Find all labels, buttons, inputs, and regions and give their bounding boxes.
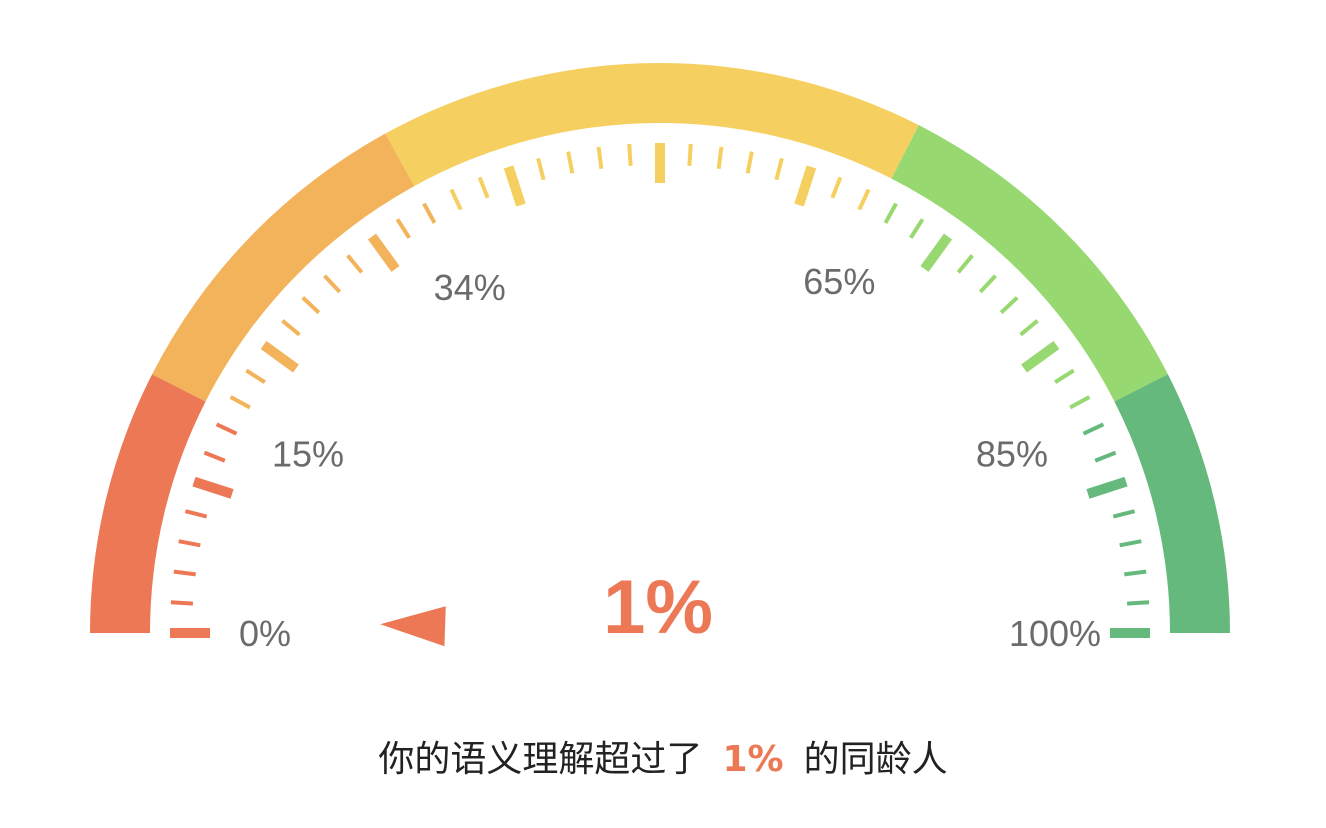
gauge-minor-tick: [956, 254, 974, 274]
gauge-minor-tick: [215, 422, 238, 436]
gauge-band-3: [891, 125, 1168, 402]
gauge-minor-tick: [1054, 368, 1075, 384]
gauge-band-2: [385, 63, 919, 187]
gauge-minor-tick: [1082, 422, 1105, 436]
gauge-ticks: [170, 143, 1150, 638]
gauge-minor-tick: [566, 151, 575, 174]
gauge-minor-tick: [883, 202, 898, 224]
gauge-band-1: [152, 133, 415, 402]
gauge-minor-tick: [301, 296, 321, 315]
caption-suffix: 的同龄人: [803, 739, 948, 780]
gauge-minor-tick: [395, 218, 411, 239]
gauge-minor-tick: [999, 296, 1019, 315]
gauge-major-tick: [794, 165, 817, 207]
gauge-tick-label: 0%: [239, 613, 291, 654]
gauge-major-tick: [260, 340, 299, 373]
gauge-minor-tick: [281, 319, 301, 337]
gauge-minor-tick: [346, 254, 364, 274]
gauge-minor-tick: [909, 218, 925, 239]
gauge-minor-tick: [687, 143, 693, 167]
gauge-minor-tick: [170, 600, 194, 606]
gauge-minor-tick: [1119, 539, 1142, 548]
gauge-minor-tick: [422, 202, 437, 224]
gauge-minor-tick: [1069, 395, 1091, 410]
gauge-tick-label: 65%: [803, 261, 875, 302]
gauge-minor-tick: [978, 274, 997, 294]
gauge-major-tick: [920, 233, 953, 272]
gauge-minor-tick: [1126, 600, 1150, 606]
gauge-minor-tick: [1094, 450, 1117, 463]
gauge-tick-label: 15%: [272, 434, 344, 475]
gauge-minor-tick: [449, 188, 463, 211]
caption-prefix: 你的语义理解超过了: [378, 739, 703, 780]
gauge-minor-tick: [203, 450, 226, 463]
gauge-tick-label: 34%: [434, 267, 506, 308]
gauge-minor-tick: [323, 274, 342, 294]
gauge-minor-tick: [229, 395, 251, 410]
gauge-pointer: [380, 606, 446, 647]
gauge-tick-labels: 0% 15% 34% 65% 85% 100%: [239, 261, 1101, 654]
gauge-minor-tick: [745, 151, 754, 174]
gauge-bands: [90, 63, 1230, 633]
gauge-minor-tick: [477, 176, 490, 199]
gauge-minor-tick: [178, 539, 201, 548]
gauge-minor-tick: [184, 509, 208, 519]
gauge-band-0: [90, 374, 206, 633]
gauge-minor-tick: [774, 157, 784, 181]
result-caption: 你的语义理解超过了 1% 的同龄人: [0, 730, 1326, 782]
caption-percentage: 1%: [722, 739, 784, 780]
gauge-minor-tick: [1112, 509, 1136, 519]
gauge-minor-tick: [596, 146, 604, 169]
gauge-tick-label: 100%: [1009, 613, 1101, 654]
gauge-major-tick: [367, 233, 400, 272]
gauge-minor-tick: [536, 157, 546, 181]
gauge-minor-tick: [716, 146, 724, 169]
gauge-minor-tick: [173, 569, 196, 577]
gauge-tick-label: 85%: [976, 434, 1048, 475]
gauge-major-tick: [192, 476, 234, 499]
gauge-band-4: [1114, 374, 1230, 633]
gauge-major-tick: [1021, 340, 1060, 373]
gauge-minor-tick: [1124, 569, 1147, 577]
gauge-value-label: 1%: [603, 565, 713, 650]
gauge-minor-tick: [857, 188, 871, 211]
gauge-minor-tick: [627, 143, 633, 167]
gauge-minor-tick: [830, 176, 843, 199]
gauge-minor-tick: [1019, 319, 1039, 337]
gauge-major-tick: [503, 165, 526, 207]
gauge-minor-tick: [245, 368, 266, 384]
gauge-major-tick: [1086, 476, 1128, 499]
